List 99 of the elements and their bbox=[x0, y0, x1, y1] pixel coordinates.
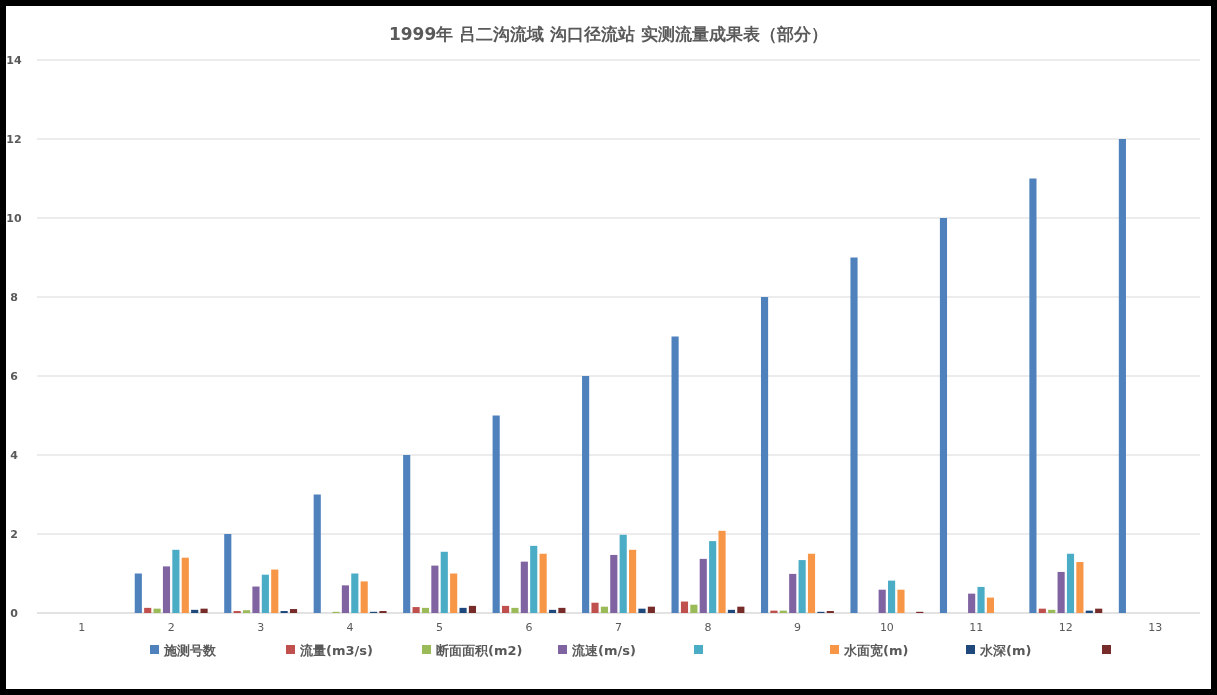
bar bbox=[242, 610, 251, 613]
bar bbox=[727, 609, 736, 613]
bar bbox=[558, 607, 566, 613]
bar bbox=[690, 604, 698, 613]
x-tick-label: 8 bbox=[704, 621, 712, 634]
bar bbox=[939, 218, 948, 613]
bar bbox=[1029, 178, 1037, 613]
bar bbox=[897, 589, 905, 613]
bar bbox=[807, 553, 816, 613]
bar bbox=[770, 610, 778, 613]
bar bbox=[798, 560, 806, 613]
bar bbox=[200, 608, 208, 613]
y-tick-label: 14 bbox=[6, 54, 22, 67]
x-tick-label: 9 bbox=[793, 621, 801, 634]
bar bbox=[548, 609, 557, 613]
bar bbox=[619, 534, 627, 613]
bar bbox=[313, 494, 321, 613]
bar bbox=[440, 551, 448, 613]
x-tick-label: 3 bbox=[257, 621, 265, 634]
bar bbox=[600, 606, 608, 613]
bar bbox=[261, 574, 269, 613]
bar bbox=[360, 581, 368, 613]
y-tick-label: 0 bbox=[10, 607, 19, 620]
bar bbox=[699, 558, 707, 613]
bar bbox=[351, 573, 359, 613]
bar bbox=[1076, 562, 1084, 613]
bar bbox=[450, 573, 458, 613]
bar bbox=[1066, 553, 1075, 613]
legend-label: 流量(m3/s) bbox=[299, 643, 373, 658]
legend-label: 水面宽(m) bbox=[843, 643, 909, 658]
bar bbox=[671, 336, 679, 613]
bar bbox=[1048, 609, 1056, 613]
bar bbox=[492, 415, 500, 613]
x-tick-label: 1 bbox=[78, 621, 86, 634]
bar bbox=[511, 607, 519, 613]
bar bbox=[789, 573, 797, 613]
y-tick-label: 12 bbox=[6, 133, 22, 146]
bar bbox=[968, 593, 976, 613]
bar bbox=[144, 607, 152, 613]
bar bbox=[520, 561, 528, 613]
bar bbox=[582, 376, 590, 613]
bar bbox=[191, 609, 199, 613]
bar bbox=[181, 557, 189, 613]
y-tick-label: 8 bbox=[10, 291, 18, 304]
bar bbox=[431, 565, 439, 613]
bar bbox=[647, 606, 655, 613]
bar bbox=[680, 601, 689, 613]
bar bbox=[421, 607, 430, 613]
bar bbox=[760, 297, 769, 613]
legend-label: 施测号数 bbox=[163, 643, 217, 658]
bar bbox=[709, 541, 717, 613]
bar bbox=[539, 553, 547, 613]
legend-label: 流速(m/s) bbox=[571, 643, 636, 658]
bar bbox=[986, 597, 995, 613]
y-tick-label: 2 bbox=[10, 528, 18, 541]
x-tick-label: 4 bbox=[346, 621, 354, 634]
bar bbox=[271, 569, 279, 613]
bar bbox=[252, 586, 260, 613]
bar bbox=[468, 605, 477, 613]
x-tick-label: 2 bbox=[167, 621, 175, 634]
x-tick-label: 6 bbox=[525, 621, 533, 634]
x-tick-label: 11 bbox=[969, 621, 984, 634]
bar bbox=[224, 534, 232, 613]
bar bbox=[638, 608, 646, 613]
x-tick-label: 5 bbox=[436, 621, 444, 634]
bar bbox=[501, 605, 510, 613]
legend-label: 断面面积(m2) bbox=[436, 643, 523, 658]
bar bbox=[718, 530, 726, 613]
bar bbox=[1057, 571, 1065, 613]
bar bbox=[591, 602, 599, 613]
bar bbox=[134, 573, 142, 613]
bar bbox=[878, 589, 886, 613]
bar bbox=[172, 549, 180, 613]
bar bbox=[1118, 139, 1126, 613]
bar bbox=[341, 585, 349, 613]
bar bbox=[289, 609, 298, 613]
bar bbox=[1038, 608, 1046, 613]
bar bbox=[629, 549, 637, 613]
bar bbox=[412, 607, 420, 613]
bar bbox=[888, 580, 896, 613]
bar bbox=[153, 608, 161, 613]
x-tick-label: 12 bbox=[1058, 621, 1073, 634]
x-tick-label: 13 bbox=[1148, 621, 1163, 634]
bar bbox=[850, 257, 858, 613]
bar bbox=[530, 545, 538, 613]
chart-title: 1999年 吕二沟流域 沟口径流站 实测流量成果表（部分） bbox=[388, 24, 829, 44]
bar bbox=[737, 606, 745, 613]
bar bbox=[459, 607, 467, 613]
bar bbox=[1095, 608, 1103, 613]
y-tick-label: 4 bbox=[10, 449, 19, 462]
bar bbox=[403, 455, 411, 613]
x-tick-label: 7 bbox=[615, 621, 622, 634]
bar bbox=[610, 554, 618, 613]
bar bbox=[977, 586, 985, 613]
y-tick-label: 10 bbox=[6, 212, 22, 225]
legend-label: 水深(m) bbox=[979, 643, 1032, 658]
y-tick-label: 6 bbox=[10, 370, 19, 383]
x-tick-label: 10 bbox=[879, 621, 894, 634]
bar bbox=[162, 566, 171, 613]
